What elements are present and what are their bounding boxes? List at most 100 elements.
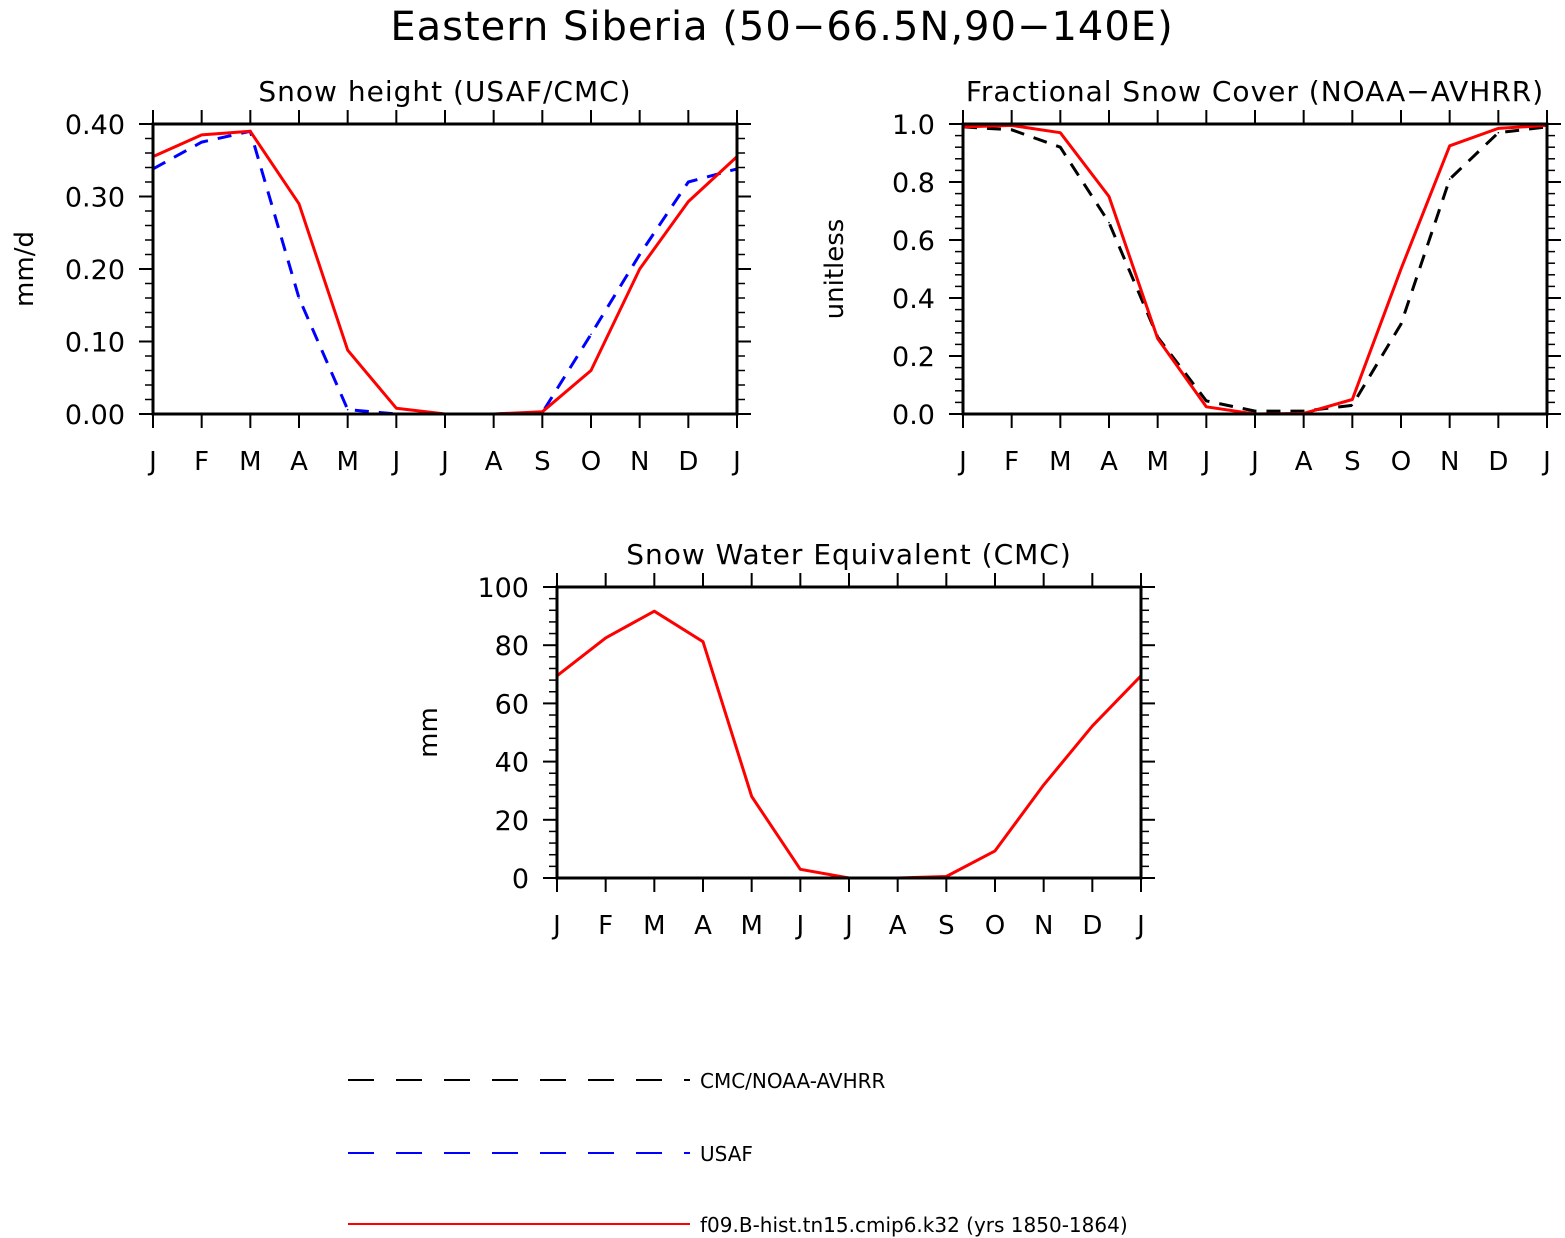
x-tick-label: O — [581, 447, 601, 477]
x-tick-label: J — [147, 447, 157, 477]
series-line — [152, 129, 739, 416]
data-point — [1059, 146, 1062, 148]
x-tick-label: O — [1391, 447, 1411, 477]
data-point — [1302, 410, 1305, 412]
panel-title: Snow height (USAF/CMC) — [258, 75, 631, 108]
y-tick-label: 0.00 — [65, 400, 125, 431]
data-point — [994, 850, 996, 852]
x-tick-label: S — [1344, 447, 1361, 477]
data-point — [1156, 337, 1159, 340]
x-tick-label: M — [740, 911, 762, 941]
series-line — [962, 125, 1548, 413]
panel-title: Snow Water Equivalent (CMC) — [626, 538, 1072, 571]
x-tick-label: J — [794, 911, 804, 941]
data-point — [1448, 144, 1451, 147]
y-tick-label: 0.8 — [892, 168, 935, 199]
data-point — [1108, 195, 1110, 198]
panel-snow-height: Snow height (USAF/CMC)J F M A M J J A S O N D J0.000… — [10, 75, 751, 477]
data-point — [604, 637, 607, 639]
y-tick-label: 1.0 — [892, 110, 935, 141]
x-tick-label: M — [336, 447, 358, 477]
x-tick-label: D — [1488, 447, 1508, 477]
data-point — [638, 253, 641, 256]
plot-frame — [961, 122, 1549, 416]
data-point — [541, 411, 544, 413]
data-point — [799, 868, 802, 871]
data-point — [590, 333, 592, 336]
data-point — [1400, 323, 1402, 325]
x-tick-label: N — [1440, 447, 1459, 477]
data-point — [298, 297, 300, 299]
data-point — [298, 202, 300, 205]
y-axis-label: mm — [414, 707, 444, 758]
series-line — [152, 129, 738, 416]
x-tick-label: O — [985, 911, 1005, 941]
data-point — [1400, 268, 1402, 270]
plot-frame — [151, 122, 739, 416]
series-line — [556, 609, 1143, 880]
data-point — [1108, 221, 1110, 224]
y-tick-label: 40 — [495, 748, 529, 779]
legend-label-obs: CMC/NOAA-AVHRR — [700, 1069, 886, 1093]
y-tick-label: 0.6 — [892, 226, 935, 257]
figure-title: Eastern Siberia (50−66.5N,90−140E) — [390, 4, 1173, 50]
x-tick-label: J — [1249, 447, 1259, 477]
data-point — [590, 369, 592, 372]
y-tick-label: 0.2 — [892, 342, 935, 373]
y-tick-label: 0.0 — [892, 400, 935, 431]
data-point — [346, 408, 349, 411]
y-tick-label: 80 — [495, 631, 529, 662]
y-tick-label: 0.40 — [65, 110, 125, 141]
x-tick-label: D — [678, 447, 698, 477]
x-tick-label: S — [534, 447, 551, 477]
x-tick-label: M — [1049, 447, 1071, 477]
data-point — [687, 181, 690, 183]
y-tick-label: 20 — [495, 806, 529, 837]
plot-frame — [555, 585, 1143, 880]
panel-title: Fractional Snow Cover (NOAA−AVHRR) — [966, 75, 1544, 108]
data-point — [702, 640, 704, 643]
x-tick-label: M — [1146, 447, 1168, 477]
y-tick-label: 0 — [512, 864, 529, 895]
x-tick-label: A — [1100, 447, 1118, 477]
x-tick-label: A — [290, 447, 308, 477]
x-tick-label: S — [938, 911, 955, 941]
data-point — [1497, 127, 1500, 130]
x-tick-label: M — [643, 911, 665, 941]
data-point — [1351, 398, 1354, 401]
data-point — [1351, 404, 1354, 407]
data-point — [1091, 725, 1094, 727]
x-tick-label: F — [1004, 447, 1019, 477]
x-tick-label: F — [194, 447, 209, 477]
x-tick-label: A — [485, 447, 503, 477]
data-point — [1254, 410, 1256, 412]
panel-fractional-snow-cover: Fractional Snow Cover (NOAA−AVHRR)J F M A M J… — [820, 75, 1561, 477]
y-axis-label: unitless — [820, 219, 850, 320]
y-tick-label: 0.30 — [65, 183, 125, 214]
x-tick-label: D — [1082, 911, 1102, 941]
x-tick-label: J — [843, 911, 853, 941]
x-tick-label: J — [390, 447, 400, 477]
x-tick-label: J — [551, 911, 561, 941]
legend: CMC/NOAA-AVHRR USAF f09.B-hist.tn15.cmip… — [348, 1069, 1128, 1237]
x-tick-label: J — [1200, 447, 1210, 477]
x-tick-label: A — [1295, 447, 1313, 477]
data-point — [1042, 784, 1045, 786]
y-tick-label: 100 — [477, 573, 529, 604]
data-point — [1497, 131, 1500, 134]
legend-label-usaf: USAF — [700, 1142, 753, 1166]
panel-snow-water-equivalent: Snow Water Equivalent (CMC)J F M A M J J A S O N D J… — [414, 538, 1155, 941]
data-point — [1010, 129, 1013, 131]
x-tick-label: J — [1541, 447, 1551, 477]
data-point — [1205, 405, 1208, 408]
x-tick-label: F — [598, 911, 613, 941]
y-axis-label: mm/d — [10, 231, 40, 307]
legend-label-model: f09.B-hist.tn15.cmip6.k32 (yrs 1850-1864… — [700, 1213, 1128, 1237]
x-tick-label: J — [439, 447, 449, 477]
x-tick-label: A — [889, 911, 907, 941]
x-tick-label: J — [957, 447, 967, 477]
data-point — [750, 795, 753, 798]
y-tick-label: 0.20 — [65, 255, 125, 286]
data-point — [1059, 131, 1062, 134]
